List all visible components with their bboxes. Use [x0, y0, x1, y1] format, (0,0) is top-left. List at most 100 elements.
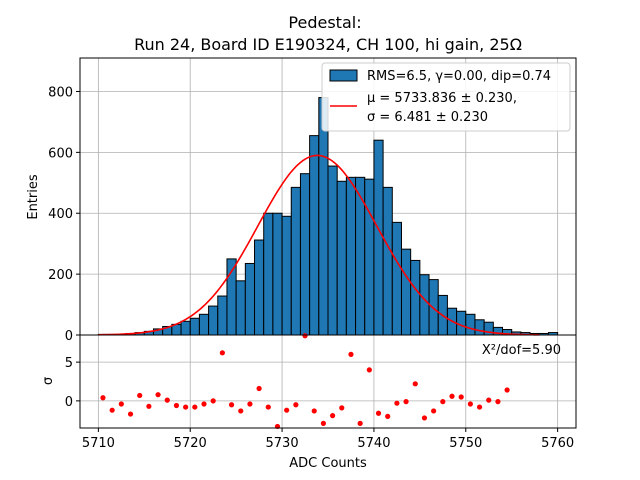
residual-ticks: 5710 5720 5730 5740 5750 5760 0 5 [65, 356, 574, 451]
x-axis-label: ADC Counts [289, 456, 367, 471]
histogram-bar [400, 248, 412, 336]
residual-y-tick-label: 5 [65, 356, 73, 371]
x-tick-label: 5730 [266, 436, 299, 451]
chart-title: Pedestal: [288, 13, 361, 32]
histogram-bar [309, 135, 320, 336]
legend-box [321, 62, 571, 132]
legend-fit-sigma: σ = 6.481 ± 0.230 [367, 110, 488, 125]
residual-point [339, 405, 345, 411]
residual-y-tick-label: 0 [65, 395, 73, 410]
residual-point [421, 415, 428, 421]
residual-point [127, 411, 134, 417]
x-tick-label: 5760 [541, 436, 574, 451]
residual-point [348, 351, 354, 357]
residual-point [183, 404, 189, 410]
residual-point [431, 408, 437, 414]
histogram-y-tick-label: 600 [48, 146, 73, 161]
histogram-bar [281, 215, 292, 336]
legend-patch [329, 69, 358, 82]
histogram-bar [419, 274, 430, 336]
x-tick-label: 5720 [174, 436, 207, 451]
residual-point [265, 404, 271, 410]
residual-point [504, 387, 510, 393]
residual-y-label: σ [41, 377, 56, 385]
histogram-bar [198, 313, 210, 336]
residual-point [247, 401, 253, 407]
histogram-bar [272, 212, 283, 336]
histogram-bars [97, 97, 559, 336]
x-tick-label: 5740 [357, 436, 390, 451]
residual-point [302, 333, 308, 339]
residual-point [173, 402, 180, 409]
legend-fit-mu: μ = 5733.836 ± 0.230, [367, 91, 517, 106]
histogram-y-tick-label: 0 [65, 329, 73, 344]
residual-point [449, 393, 455, 399]
histogram-y-tick-label: 800 [48, 85, 73, 100]
residual-point [403, 399, 409, 405]
residual-points [100, 333, 510, 430]
residual-point [228, 402, 235, 408]
residual-point [256, 385, 262, 392]
residual-point [412, 381, 418, 387]
residual-point [329, 413, 336, 419]
residual-point [375, 410, 382, 416]
histogram-bar [208, 305, 219, 336]
residual-point [210, 398, 216, 404]
chi2-annotation: X²/dof=5.90 [482, 343, 561, 358]
residual-point [394, 400, 400, 406]
residual-point [118, 401, 124, 407]
residual-point [164, 397, 170, 403]
histogram-y-tick-label: 200 [48, 268, 73, 283]
histogram-bar [391, 221, 402, 336]
histogram-bar [263, 212, 274, 336]
histogram-bar [474, 319, 485, 336]
residual-point [146, 403, 152, 409]
residual-point [366, 367, 372, 373]
residual-point [357, 420, 363, 426]
histogram-bar [428, 279, 439, 336]
residual-point [467, 401, 473, 407]
legend: RMS=6.5, γ=0.00, dip=0.74 μ = 5733.836 ±… [321, 62, 571, 132]
histogram-bar [254, 239, 265, 336]
histogram-bar [364, 178, 375, 336]
histogram-y-label: Entries [26, 174, 41, 220]
gaussian-fit-curve [98, 154, 540, 336]
histogram-bar [382, 186, 393, 336]
residual-point [385, 413, 391, 419]
residual-point [192, 404, 198, 410]
residual-point [311, 408, 317, 414]
histogram-bar [318, 97, 329, 336]
x-tick-label: 5750 [449, 436, 482, 451]
histogram-bar [465, 313, 476, 336]
residual-grid [80, 335, 576, 428]
residual-point [219, 350, 225, 356]
histogram-bar [410, 259, 421, 336]
histogram-bar [217, 295, 228, 336]
residual-point [440, 399, 446, 405]
residual-point [320, 420, 327, 426]
histogram-y-ticks: 0 200 400 600 800 [48, 85, 80, 344]
residual-point [137, 392, 143, 399]
histogram-bar [235, 280, 246, 336]
histogram-bar [244, 262, 256, 336]
histogram-y-tick-label: 400 [48, 207, 73, 222]
residual-point [293, 402, 299, 408]
residual-point [476, 404, 483, 410]
residual-point [100, 395, 106, 401]
histogram-bar [327, 165, 338, 336]
chart-subtitle: Run 24, Board ID E190324, CH 100, hi gai… [134, 35, 522, 54]
histogram-bar [290, 186, 301, 336]
residual-point [486, 397, 492, 403]
residual-point [109, 407, 115, 413]
residual-frame [79, 334, 577, 429]
x-tick-label: 5710 [82, 436, 115, 451]
residual-point [238, 408, 244, 414]
histogram-bar [373, 139, 384, 336]
histogram-bar [336, 180, 347, 336]
histogram-bar [189, 317, 200, 336]
histogram-bar [299, 173, 311, 336]
residual-point [284, 407, 290, 413]
residual-point [155, 392, 161, 398]
residual-point [458, 394, 464, 400]
